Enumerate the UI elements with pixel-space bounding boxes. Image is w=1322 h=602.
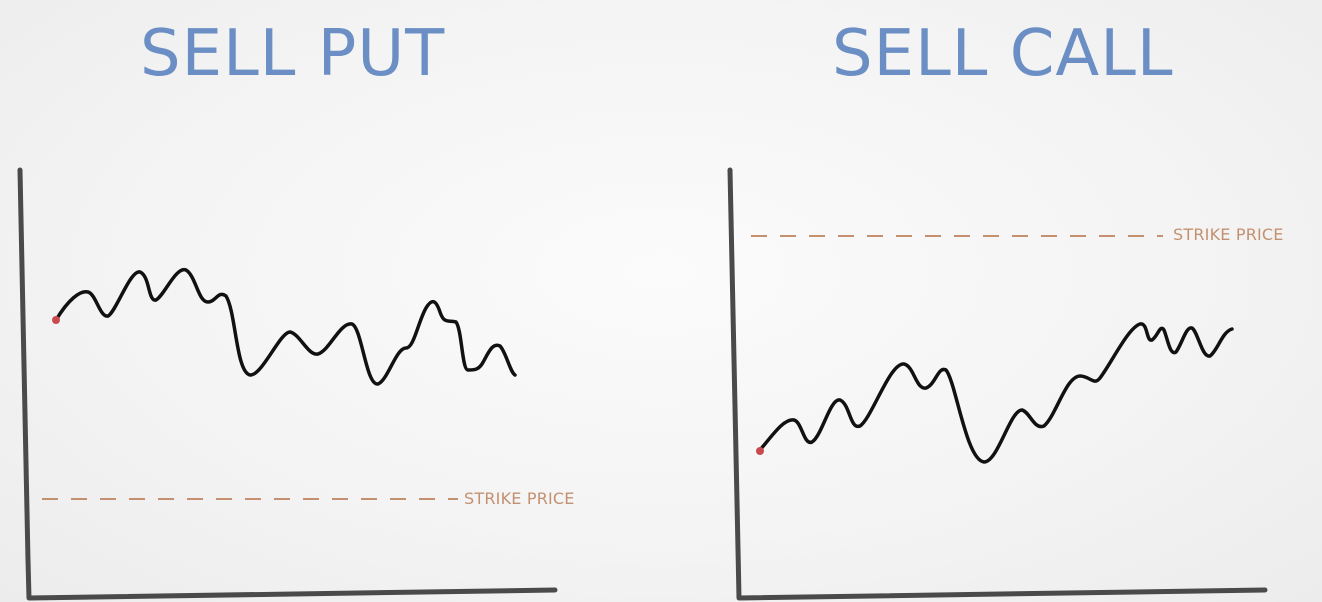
sell-call-axes xyxy=(727,167,1268,601)
sell-put-axes xyxy=(17,167,558,601)
sell-put-panel: STRIKE PRICE xyxy=(17,167,575,601)
sell-call-strike-label: STRIKE PRICE xyxy=(1173,225,1284,244)
sell-put-title: SELL PUT xyxy=(140,17,446,91)
sell-call-title: SELL CALL xyxy=(832,17,1174,91)
sell-put-strike-label: STRIKE PRICE xyxy=(464,489,575,508)
sell-call-price-path xyxy=(758,322,1234,464)
sell-put-start-dot xyxy=(52,316,60,324)
sell-put-price-path xyxy=(54,268,517,386)
sell-call-panel: STRIKE PRICE xyxy=(727,167,1284,601)
sell-call-start-dot xyxy=(756,447,764,455)
